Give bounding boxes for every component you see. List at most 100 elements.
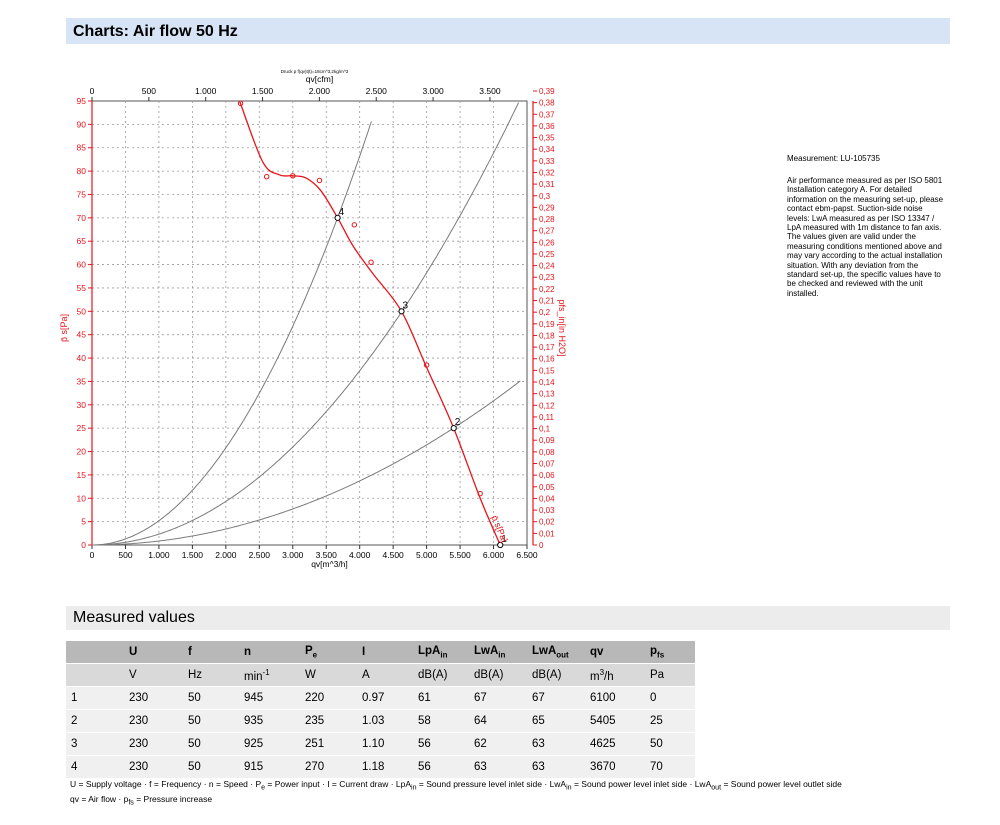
- table-unit-cell: A: [357, 663, 413, 687]
- table-cell: 1.03: [357, 709, 413, 733]
- table-row: 1 230 50 945 220 0.97 61 67 67 6100 0: [66, 686, 695, 710]
- chart-subtitle: Druck p f(qv)t(t)=18cm^3,2kg/m^3: [281, 69, 349, 74]
- table-cell: 230: [124, 755, 183, 779]
- y2-tick-label: 0,03: [539, 506, 555, 515]
- y2-tick-label: 0,13: [539, 390, 555, 399]
- table-header-cell: LpAin: [413, 641, 469, 664]
- table-cell: 50: [183, 709, 239, 733]
- x-tick-label: 1.500: [182, 550, 204, 560]
- table-cell: 251: [300, 732, 357, 756]
- table-cell: 5405: [585, 709, 645, 733]
- y2-tick-label: 0,21: [539, 297, 555, 306]
- table-header-sub: out: [556, 650, 569, 660]
- y2-tick-label: 0,37: [539, 110, 555, 119]
- y2-tick-label: 0,12: [539, 401, 555, 410]
- system-curve-2: [92, 102, 520, 546]
- table-cell: 270: [300, 755, 357, 779]
- unit-sup: -1: [262, 667, 270, 677]
- legend-sub: e: [261, 783, 266, 792]
- table-cell: 3: [66, 732, 124, 756]
- y2-tick-label: 0,39: [539, 87, 555, 96]
- y2-tick-label: 0,11: [539, 413, 555, 422]
- table-unit-cell: dB(A): [469, 663, 527, 687]
- y-tick-label: 40: [77, 353, 87, 363]
- y2-tick-label: 0,23: [539, 273, 555, 282]
- y2-tick-label: 0,33: [539, 157, 555, 166]
- table-cell: 230: [124, 709, 183, 733]
- legend-sub: in: [566, 783, 572, 792]
- x-tick-label: 5.500: [449, 550, 471, 560]
- table-unit-cell: W: [300, 663, 357, 687]
- table-unit-cell: m3/h: [585, 663, 645, 687]
- y-tick-label: 85: [77, 143, 87, 153]
- y2-tick-label: 0,28: [539, 215, 555, 224]
- table-cell: 50: [183, 755, 239, 779]
- x2-tick-label: 2.500: [366, 86, 388, 96]
- legend-pressure-text: = Pressure increase: [133, 794, 213, 804]
- table-cell: 235: [300, 709, 357, 733]
- y-tick-label: 60: [77, 260, 87, 270]
- unit-sup: 3: [599, 667, 605, 677]
- table-cell: 62: [469, 732, 527, 756]
- measurement-note-line: information on the measuring set-up, ple…: [787, 194, 944, 204]
- x-tick-label: 4.000: [349, 550, 371, 560]
- table-header-sub: in: [498, 650, 506, 660]
- y2-tick-label: 0,35: [539, 134, 555, 143]
- table-cell: 61: [413, 686, 469, 710]
- measurement-note-line: LpA measured with 1m distance to fan axi…: [787, 223, 942, 233]
- x-axis-title: qv[m^3/h]: [311, 559, 348, 569]
- x-tick-label: 1.000: [148, 550, 170, 560]
- y2-tick-label: 0,17: [539, 343, 555, 352]
- measurement-note-line: Installation category A. For detailed: [787, 185, 912, 195]
- y2-tick-label: 0,24: [539, 262, 555, 271]
- x-tick-label: 6.500: [516, 550, 538, 560]
- table-unit-cell: Hz: [183, 663, 239, 687]
- measurement-note-line: installed.: [787, 288, 819, 298]
- x2-tick-label: 1.500: [252, 86, 274, 96]
- table-cell: 0: [645, 686, 695, 710]
- x2-tick-label: 3.500: [479, 86, 501, 96]
- y2-tick-label: 0,19: [539, 320, 555, 329]
- measurement-note-line: be checked and reviewed with the unit: [787, 279, 923, 289]
- measurement-note-line: contact ebm-papst. Suction-side noise: [787, 204, 923, 214]
- table-cell: 0.97: [357, 686, 413, 710]
- table-header-cell: I: [357, 641, 413, 664]
- y-tick-label: 30: [77, 400, 87, 410]
- table-cell: 1: [66, 686, 124, 710]
- operating-point: [497, 541, 504, 549]
- y-tick-label: 95: [77, 96, 87, 106]
- y2-tick-label: 0,08: [539, 448, 555, 457]
- operating-point: [450, 425, 457, 432]
- fan-curve-marker: [368, 259, 374, 265]
- charts-section-header: Charts: Air flow 50 Hz: [66, 18, 950, 44]
- table-cell: 945: [239, 686, 300, 710]
- fan-curve-marker: [237, 100, 244, 107]
- y2-tick-label: 0,02: [539, 518, 555, 527]
- x2-tick-label: 1.000: [195, 86, 217, 96]
- fan-curve-marker: [290, 173, 296, 179]
- table-unit-cell: dB(A): [527, 663, 585, 687]
- fan-curve-marker: [423, 362, 430, 368]
- y-tick-label: 70: [77, 213, 87, 223]
- x2-axis-title: qv[cfm]: [306, 74, 333, 84]
- table-cell: 220: [300, 686, 357, 710]
- measurement-note: Air performance measured as per ISO 5801…: [787, 176, 957, 298]
- operating-point-label: 3: [403, 300, 409, 311]
- y2-tick-label: 0,01: [539, 529, 555, 538]
- table-unit-cell: [66, 663, 124, 687]
- y2-tick-label: 0,18: [539, 331, 555, 340]
- operating-point-label: 1: [501, 534, 507, 545]
- legend-text: = Power input · I = Current draw · LpA: [265, 779, 412, 789]
- measurement-id: Measurement: LU-105735: [787, 154, 880, 163]
- y-tick-label: 15: [77, 470, 87, 480]
- table-cell: 50: [183, 686, 239, 710]
- y-tick-label: 65: [77, 236, 87, 246]
- x-tick-label: 6.000: [483, 550, 505, 560]
- x-tick-label: 500: [118, 550, 132, 560]
- table-cell: 230: [124, 686, 183, 710]
- table-header-cell: qv: [585, 641, 645, 664]
- x-tick-label: 3.500: [316, 550, 338, 560]
- operating-point-label: 2: [455, 417, 461, 428]
